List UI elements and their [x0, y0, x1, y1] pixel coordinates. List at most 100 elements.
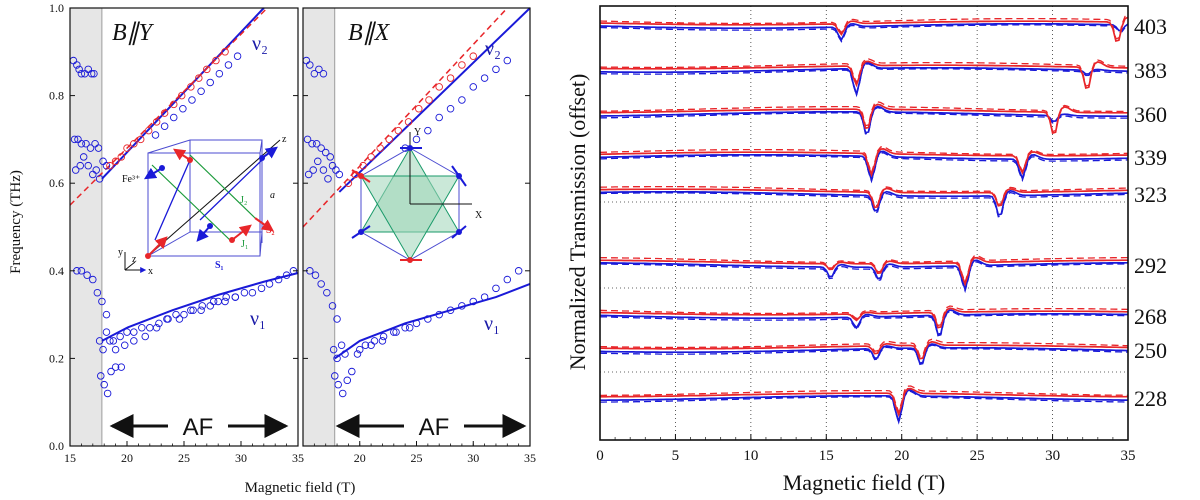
data-point	[130, 140, 138, 148]
data-point	[503, 275, 512, 284]
data-point	[446, 74, 455, 82]
transmission-trace-360	[599, 106, 1128, 135]
left-y-tick-label: 1.0	[49, 1, 64, 15]
data-point	[175, 315, 184, 323]
data-point	[95, 175, 104, 183]
data-point	[306, 61, 314, 69]
x-tick-label: 35	[524, 451, 536, 465]
inset1-diagonal-z-label: z	[282, 134, 287, 145]
data-point	[492, 65, 500, 74]
data-point	[111, 345, 120, 354]
offset-label: 339	[1134, 145, 1167, 170]
data-point	[314, 157, 322, 166]
data-point	[90, 69, 98, 78]
data-point	[82, 140, 90, 148]
transmission-trace-250	[600, 340, 1129, 360]
transmission-trace-383	[599, 58, 1129, 87]
data-point	[222, 293, 230, 301]
data-point	[111, 363, 120, 371]
data-point	[458, 302, 466, 310]
data-point	[215, 69, 224, 78]
inset1-s2-label: S₂	[266, 225, 275, 236]
data-point	[221, 48, 229, 56]
data-point	[95, 337, 104, 345]
data-point	[180, 310, 188, 319]
data-point	[209, 297, 218, 306]
data-point	[172, 310, 180, 319]
data-point	[197, 306, 205, 314]
left-x-axis-label: Magnetic field (T)	[245, 480, 356, 496]
inset1-axis-z-label: z	[132, 254, 137, 265]
right-grid	[675, 6, 1053, 440]
x-tick-label: 30	[467, 451, 479, 465]
x-tick-label: 25	[411, 451, 423, 465]
left-y-tick-label: 0.6	[49, 176, 64, 190]
data-point	[331, 372, 339, 380]
right-x-tick-label: 35	[1121, 448, 1136, 464]
data-point	[177, 91, 186, 100]
data-point	[492, 284, 500, 293]
data-point	[221, 297, 229, 306]
right-x-ticks: 0 5 10 15 20 25 30 35	[596, 434, 1136, 464]
data-point	[323, 288, 331, 297]
data-point	[304, 170, 313, 179]
data-point	[146, 323, 154, 332]
data-point	[169, 100, 178, 109]
transmission-trace-228	[600, 385, 1128, 415]
fit-line	[334, 283, 531, 360]
data-point	[77, 267, 86, 275]
inset1-j2-label: J₂	[240, 195, 247, 206]
data-point	[503, 56, 512, 65]
transmission-trace-383	[600, 61, 1129, 98]
data-point	[338, 389, 347, 398]
data-point	[379, 332, 388, 341]
data-point	[514, 267, 523, 275]
data-point	[390, 328, 398, 336]
transmission-trace-383	[600, 63, 1129, 98]
transmission-trace-250	[600, 338, 1128, 357]
transmission-trace-268	[599, 309, 1128, 336]
data-point	[367, 341, 375, 350]
data-point	[319, 166, 328, 174]
data-point	[435, 113, 443, 122]
transmission-trace-228	[600, 389, 1128, 425]
panel2-nu1-label: ν₁	[484, 313, 500, 335]
data-point	[102, 161, 111, 170]
data-point	[435, 310, 443, 319]
data-point	[160, 109, 169, 117]
panel2-nu2-label: ν₂	[485, 38, 501, 60]
transmission-trace-403	[599, 16, 1129, 43]
data-point	[130, 328, 138, 336]
offset-label: 268	[1134, 304, 1167, 329]
data-point	[326, 153, 334, 161]
panel1-frame	[69, 7, 299, 447]
data-point	[458, 96, 466, 104]
right-x-axis-label: Magnetic field (T)	[783, 470, 946, 495]
x-tick-label: 25	[178, 451, 190, 465]
data-point	[151, 131, 160, 139]
transmission-trace-323	[600, 187, 1128, 209]
panel1-nu1-label: ν₁	[250, 308, 266, 330]
x-tick-label: 30	[235, 451, 247, 465]
data-point	[212, 56, 220, 65]
data-point	[152, 323, 161, 332]
data-point	[367, 153, 375, 161]
fit-line	[338, 7, 531, 193]
transmission-trace-323	[600, 191, 1128, 218]
data-point	[303, 135, 312, 144]
right-x-tick-label: 30	[1045, 448, 1060, 464]
data-point	[116, 332, 124, 341]
data-point	[415, 104, 423, 113]
data-point	[111, 157, 120, 166]
fit-line	[101, 7, 265, 180]
data-point	[107, 367, 115, 376]
offset-label: 228	[1134, 386, 1167, 411]
data-point	[188, 96, 196, 104]
panel1-x-ticks: 15 20 25 30 35	[64, 7, 304, 465]
offset-label: 323	[1134, 182, 1167, 207]
data-point	[120, 341, 129, 350]
left-frequency-figure: Frequency (THz) 0.0 0.2 0.4 0.6 0.8 1.0 Magne…	[8, 1, 536, 496]
data-point	[376, 144, 384, 152]
data-point	[424, 126, 432, 135]
data-point	[77, 69, 86, 78]
